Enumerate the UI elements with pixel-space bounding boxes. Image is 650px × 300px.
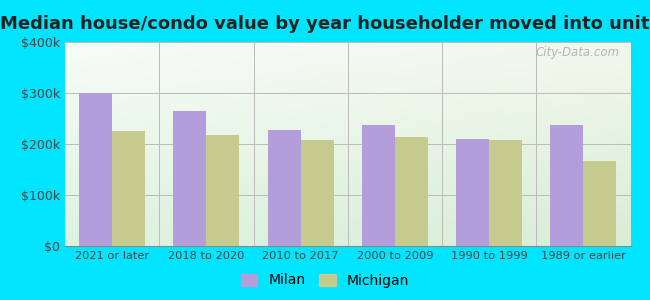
Bar [300, 140, 333, 246]
Bar [395, 137, 428, 246]
Bar [489, 140, 522, 246]
Bar [362, 125, 395, 246]
Bar [174, 111, 207, 246]
Bar [112, 131, 145, 246]
Bar [584, 161, 616, 246]
Bar [268, 130, 300, 246]
Text: City-Data.com: City-Data.com [535, 46, 619, 59]
Bar [551, 125, 584, 246]
Legend: Milan, Michigan: Milan, Michigan [235, 268, 415, 293]
Bar [456, 139, 489, 246]
Bar [207, 135, 239, 246]
Text: Median house/condo value by year householder moved into unit: Median house/condo value by year househo… [0, 15, 650, 33]
Bar [79, 93, 112, 246]
